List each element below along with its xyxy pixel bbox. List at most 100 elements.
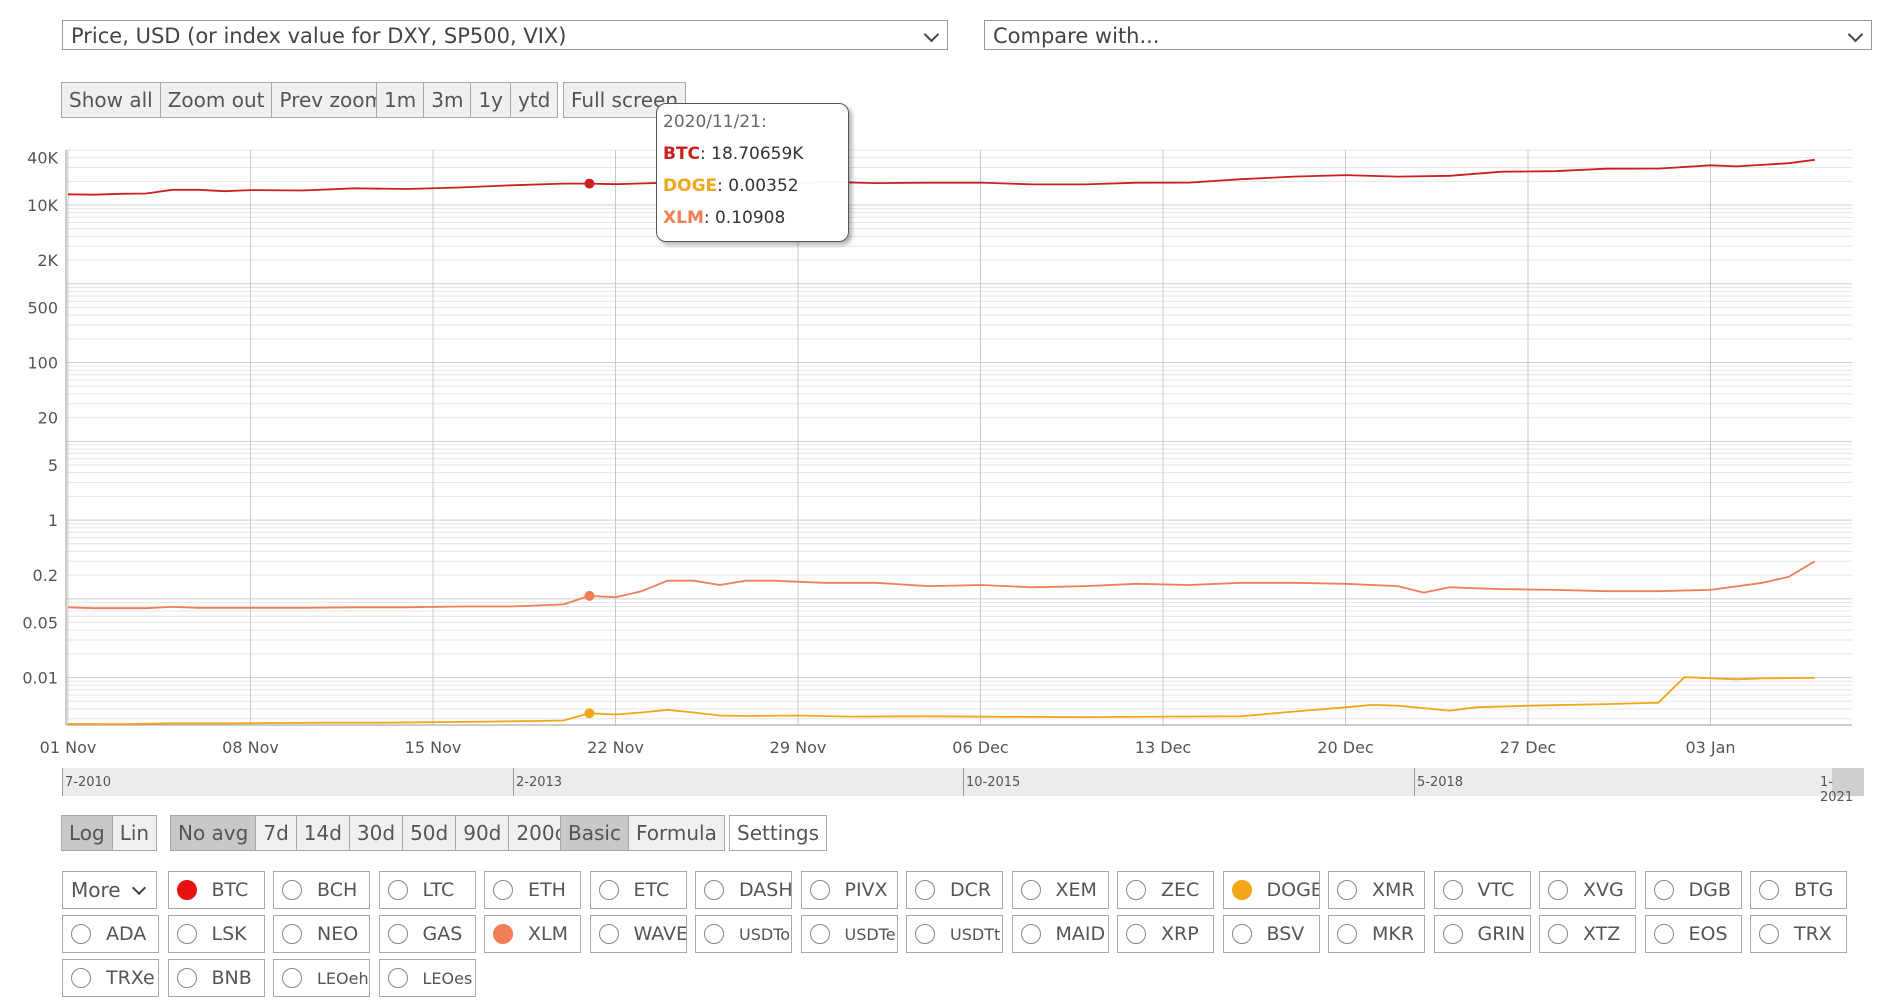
coin-toggle-ltc[interactable]: LTC [378, 871, 476, 909]
lin-scale-button[interactable]: Lin [111, 815, 158, 851]
zoom-out-button[interactable]: Zoom out [159, 82, 273, 118]
time-navigator[interactable]: 7-2010 2-2013 10-2015 5-2018 1-2021 [62, 768, 1864, 805]
avg-50d-button[interactable]: 50d [402, 815, 457, 851]
coin-toggle-neo[interactable]: NEO [273, 915, 370, 953]
avg-7d-button[interactable]: 7d [255, 815, 297, 851]
series-line-doge [67, 676, 1815, 725]
radio-icon [1759, 880, 1779, 900]
radio-icon [176, 924, 197, 944]
coin-toggle-xmr[interactable]: XMR [1328, 871, 1425, 909]
coin-toggle-leoeh[interactable]: LEOeh [273, 959, 370, 997]
coin-toggle-eos[interactable]: EOS [1644, 915, 1742, 953]
radio-icon [1759, 924, 1779, 944]
radio-icon [1442, 924, 1463, 944]
avg-90d-button[interactable]: 90d [455, 815, 510, 851]
coin-label: EOS [1688, 923, 1728, 945]
coin-toggle-zec[interactable]: ZEC [1117, 871, 1214, 909]
range-3m-button[interactable]: 3m [423, 82, 472, 118]
coin-toggle-mkr[interactable]: MKR [1328, 915, 1425, 953]
coin-label: XLM [528, 923, 568, 945]
price-chart[interactable]: 40K 10K 2K 500 100 20 5 1 0.2 0.05 0.01 01 Nov 08 No… [0, 0, 1878, 760]
coin-toggle-xrp[interactable]: XRP [1117, 915, 1214, 953]
coin-toggle-ada[interactable]: ADA [62, 915, 159, 953]
coin-label: DCR [950, 879, 992, 901]
navigator-selection-window[interactable] [1832, 768, 1864, 796]
radio-icon [493, 924, 513, 944]
settings-group: Settings [729, 815, 828, 851]
coin-toggle-btg[interactable]: BTG [1750, 871, 1847, 909]
range-1y-button[interactable]: 1y [470, 82, 511, 118]
coin-toggle-usdte[interactable]: USDTe [800, 915, 898, 953]
radio-icon [282, 924, 302, 944]
radio-icon [282, 968, 302, 988]
radio-icon [176, 880, 197, 900]
coin-toggle-trxe[interactable]: TRXe [62, 959, 159, 997]
x-tick-label: 06 Dec [952, 738, 1008, 757]
settings-button[interactable]: Settings [729, 815, 828, 851]
y-tick-label: 2K [37, 251, 58, 270]
coin-toggle-btc[interactable]: BTC [167, 871, 265, 909]
coin-toggle-usdtt[interactable]: USDTt [906, 915, 1003, 953]
avg-30d-button[interactable]: 30d [348, 815, 404, 851]
more-select[interactable]: More [62, 871, 157, 909]
coin-toggle-bsv[interactable]: BSV [1222, 915, 1320, 953]
coin-toggle-pivx[interactable]: PIVX [800, 871, 898, 909]
coin-label: ETC [633, 879, 670, 901]
coin-toggle-maid[interactable]: MAID [1011, 915, 1109, 953]
no-avg-button[interactable]: No avg [170, 815, 257, 851]
compare-select[interactable]: Compare with... [984, 20, 1872, 50]
coin-toggle-doge[interactable]: DOGE [1222, 871, 1320, 909]
series-line-btc [67, 158, 1815, 196]
radio-icon [1020, 880, 1041, 900]
navigator-label: 2-2013 [516, 775, 563, 790]
log-scale-button[interactable]: Log [61, 815, 113, 851]
radio-icon [915, 924, 935, 944]
coin-toggle-vtc[interactable]: VTC [1433, 871, 1531, 909]
coin-toggle-xlm[interactable]: XLM [484, 915, 581, 953]
coin-toggle-xvg[interactable]: XVG [1539, 871, 1636, 909]
coin-toggle-dcr[interactable]: DCR [906, 871, 1003, 909]
coin-toggle-dgb[interactable]: DGB [1644, 871, 1742, 909]
radio-icon [493, 880, 513, 900]
range-ytd-button[interactable]: ytd [510, 82, 559, 118]
coin-label: XRP [1161, 923, 1199, 945]
coin-label: VTC [1477, 879, 1515, 901]
coin-toggle-grin[interactable]: GRIN [1433, 915, 1531, 953]
coin-toggle-bch[interactable]: BCH [273, 871, 370, 909]
hover-marker-btc [584, 178, 595, 189]
prev-zoom-button[interactable]: Prev zoom [271, 82, 392, 118]
radio-icon [1337, 880, 1357, 900]
coin-toggle-eth[interactable]: ETH [484, 871, 581, 909]
coin-toggle-xtz[interactable]: XTZ [1539, 915, 1636, 953]
range-1m-button[interactable]: 1m [376, 82, 425, 118]
zoom-button-group: Show all Zoom out Prev zoom [61, 82, 392, 118]
coin-toggle-xem[interactable]: XEM [1011, 871, 1109, 909]
show-all-button[interactable]: Show all [61, 82, 161, 118]
coin-toggle-usdto[interactable]: USDTo [695, 915, 792, 953]
avg-14d-button[interactable]: 14d [295, 815, 350, 851]
radio-icon [704, 880, 724, 900]
navigator-label: 1-2021 [1820, 775, 1854, 805]
coin-label: TRX [1794, 923, 1832, 945]
coin-label: PIVX [844, 879, 888, 901]
coin-toggle-trx[interactable]: TRX [1750, 915, 1847, 953]
coin-toggle-lsk[interactable]: LSK [167, 915, 265, 953]
coin-label: DASH [739, 879, 792, 901]
coin-toggle-leoes[interactable]: LEOes [378, 959, 476, 997]
hover-markers [584, 178, 595, 719]
coin-toggle-dash[interactable]: DASH [695, 871, 792, 909]
formula-mode-button[interactable]: Formula [627, 815, 725, 851]
metric-select[interactable]: Price, USD (or index value for DXY, SP50… [62, 20, 948, 50]
mode-button-group: Basic Formula [560, 815, 725, 851]
coin-label: LTC [422, 879, 455, 901]
coin-toggle-gas[interactable]: GAS [378, 915, 476, 953]
radio-icon [71, 968, 91, 988]
coin-toggle-bnb[interactable]: BNB [167, 959, 265, 997]
radio-icon [809, 924, 830, 944]
x-tick-label: 03 Jan [1685, 738, 1735, 757]
basic-mode-button[interactable]: Basic [560, 815, 629, 851]
radio-icon [1653, 924, 1674, 944]
radio-icon [1231, 924, 1252, 944]
coin-toggle-waves[interactable]: WAVES [589, 915, 687, 953]
coin-toggle-etc[interactable]: ETC [589, 871, 687, 909]
